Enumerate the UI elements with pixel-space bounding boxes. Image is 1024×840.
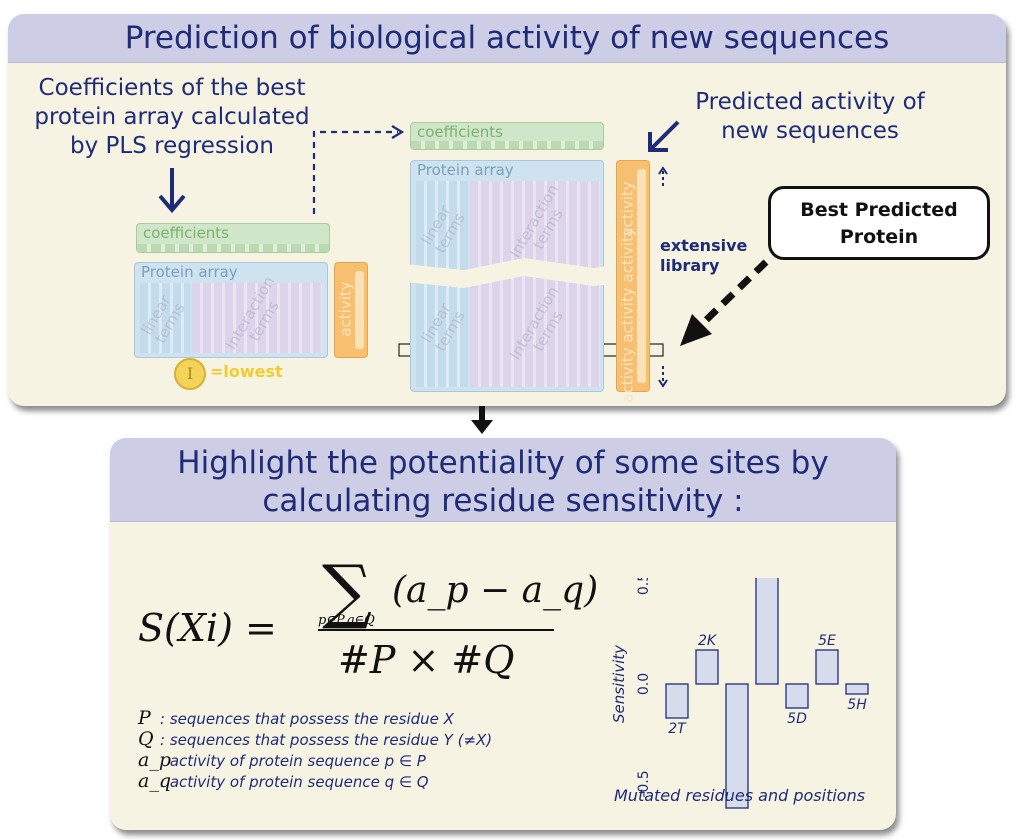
legend-text: : activity of protein sequence q ∈ Q [160, 773, 429, 791]
bar-label: 2T [668, 721, 687, 737]
bar-label: 5D [787, 711, 807, 727]
chart-ylabel: Sensitivity [610, 644, 628, 723]
formula-subscript: p∈P,q∈Q [318, 613, 375, 628]
small-activity-column [334, 262, 368, 358]
legend-text: : sequences that possess the residue Y (… [160, 731, 493, 749]
box-line: Protein [839, 226, 919, 248]
caption-line: by PLS regression [70, 133, 274, 159]
caption-line: new sequences [721, 118, 899, 144]
chart-xlabel: Mutated residues and positions [614, 786, 866, 805]
protein-array-label: Protein array [417, 161, 514, 179]
caption-line: Coefficients of the best [38, 75, 306, 101]
bar-5E [815, 649, 839, 685]
bar-2K [695, 649, 719, 685]
big-activity-label-bottom: activity activity activity [618, 227, 637, 403]
legend-symbol: a_q [138, 770, 171, 792]
legend-row: P : sequences that possess the residue X [138, 708, 492, 729]
bar-3A [725, 683, 749, 809]
legend-row: a_p: activity of protein sequence p ∈ P [138, 750, 492, 771]
caption-line: protein array calculated [34, 104, 310, 130]
legend-row: a_q: activity of protein sequence q ∈ Q [138, 771, 492, 792]
small-coefficients-bar: coefficients [136, 223, 330, 253]
coefficients-label: coefficients [417, 123, 504, 141]
lowest-label: =lowest [210, 362, 283, 381]
formula-lhs: S(Xi) = [138, 606, 277, 650]
big-coefficients-bar: coefficients [410, 122, 604, 150]
linear-terms-region [140, 283, 190, 353]
interaction-terms-region [192, 283, 322, 353]
y-tick-label: -0.5 [636, 770, 652, 797]
interaction-terms-region [470, 181, 600, 387]
label-line: extensive [660, 236, 748, 255]
torn-gap [404, 258, 648, 288]
bar-3S [755, 578, 779, 685]
box-line: Best Predicted [800, 199, 958, 221]
big-activity-column [616, 160, 650, 392]
diagonal-arrow-icon [648, 120, 680, 152]
bar-5H [845, 683, 869, 695]
small-activity-label: activity [336, 281, 355, 337]
legend-text: : sequences that possess the residue X [160, 710, 454, 728]
coefficients-label: coefficients [143, 224, 230, 242]
legend-symbol: a_p [138, 749, 171, 771]
big-protein-array: Protein array linear terms Interaction t… [410, 160, 604, 392]
coefficients-stripes [411, 141, 603, 149]
dashed-connector [312, 130, 398, 214]
bar-label: 2K [698, 633, 718, 649]
formula-numerator: (a_p − a_q) [392, 570, 599, 611]
small-protein-array: Protein array linear terms Interaction t… [134, 262, 328, 358]
label-line: library [660, 256, 720, 275]
coin-icon: I [174, 358, 206, 390]
down-dashed-arrow-icon [658, 366, 668, 388]
y-tick-label: 0.0 [636, 673, 652, 695]
y-tick-label: 0.5 [636, 578, 652, 595]
best-protein-arrow-icon [680, 259, 769, 346]
panel-down-arrow-icon [471, 406, 493, 434]
legend-symbol: P [138, 707, 151, 729]
extensive-library-label: extensive library [660, 236, 747, 276]
legend-row: Q : sequences that possess the residue Y … [138, 729, 492, 750]
bar-5D [785, 683, 809, 709]
title-line: calculating residue sensitivity : [262, 483, 744, 519]
bar-label: 5E [818, 633, 836, 649]
formula-legend: P: sequences that possess the residue X … [138, 708, 492, 792]
best-predicted-protein-box: Best Predicted Protein [768, 186, 990, 260]
sensitivity-chart: Sensitivity-0.50.00.52T2K3A3S5D5E5H [610, 578, 869, 809]
legend-text: : activity of protein sequence p ∈ P [160, 752, 426, 770]
title-line: Highlight the potentiality of some sites… [177, 445, 829, 481]
coefficients-caption: Coefficients of the best protein array c… [22, 74, 322, 161]
sensitivity-title: Highlight the potentiality of some sites… [110, 438, 896, 522]
formula-denominator: #P × #Q [338, 638, 515, 682]
prediction-title: Prediction of biological activity of new… [8, 14, 1006, 63]
legend-symbol: Q [138, 728, 154, 750]
protein-array-label: Protein array [141, 263, 238, 281]
predicted-caption: Predicted activity of new sequences [680, 88, 940, 146]
bar-label: 5H [847, 697, 867, 713]
caption-line: Predicted activity of [695, 89, 925, 115]
coefficients-stripes [137, 244, 329, 252]
down-arrow-icon [158, 168, 186, 214]
up-dashed-arrow-icon [658, 166, 668, 186]
bar-2T [665, 683, 689, 719]
sum-icon: ∑ [322, 550, 372, 632]
fraction-bar [318, 629, 554, 631]
